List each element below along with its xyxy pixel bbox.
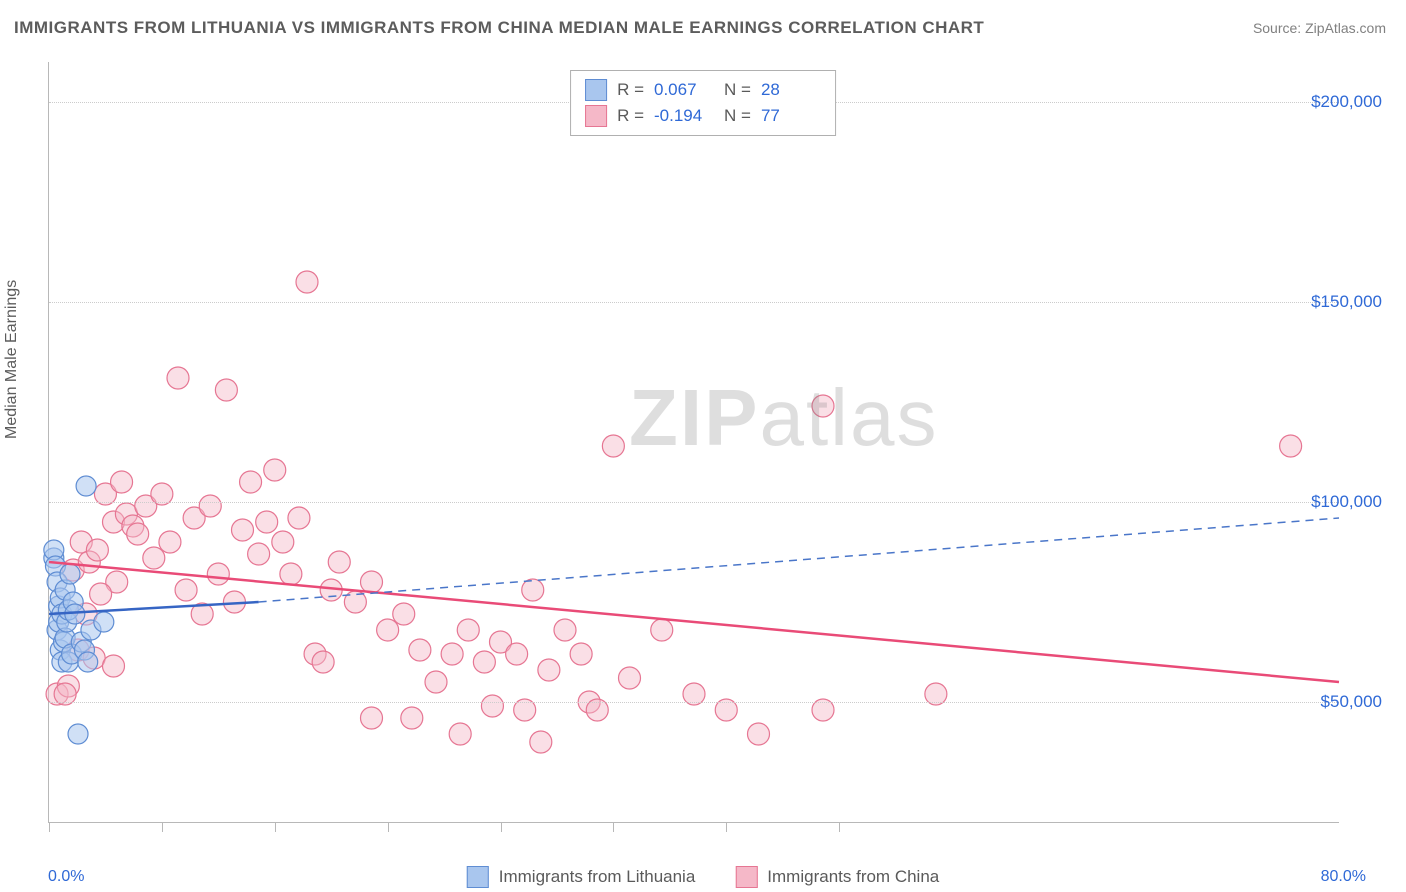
series-legend: Immigrants from Lithuania Immigrants fro…	[467, 866, 939, 888]
y-tick-label: $100,000	[1311, 492, 1382, 512]
n-value-pink: 77	[761, 106, 821, 126]
n-value-blue: 28	[761, 80, 821, 100]
legend-label-pink: Immigrants from China	[767, 867, 939, 887]
swatch-pink	[585, 105, 607, 127]
y-tick-label: $200,000	[1311, 92, 1382, 112]
x-min-label: 0.0%	[48, 868, 84, 886]
r-value-blue: 0.067	[654, 80, 714, 100]
source-label: Source: ZipAtlas.com	[1253, 20, 1386, 36]
n-label: N =	[724, 80, 751, 100]
swatch-blue	[467, 866, 489, 888]
plot-area: ZIPatlas	[48, 62, 1339, 823]
r-label: R =	[617, 80, 644, 100]
y-tick-label: $50,000	[1321, 692, 1382, 712]
swatch-blue	[585, 79, 607, 101]
legend-label-blue: Immigrants from Lithuania	[499, 867, 696, 887]
legend-row-pink: R = -0.194 N = 77	[585, 103, 821, 129]
legend-item-pink: Immigrants from China	[735, 866, 939, 888]
legend-item-blue: Immigrants from Lithuania	[467, 866, 696, 888]
y-tick-label: $150,000	[1311, 292, 1382, 312]
n-label: N =	[724, 106, 751, 126]
legend-row-blue: R = 0.067 N = 28	[585, 77, 821, 103]
y-axis-label: Median Male Earnings	[3, 280, 21, 439]
r-value-pink: -0.194	[654, 106, 714, 126]
chart-svg	[49, 62, 1339, 822]
x-max-label: 80.0%	[1321, 868, 1366, 886]
correlation-legend: R = 0.067 N = 28 R = -0.194 N = 77	[570, 70, 836, 136]
r-label: R =	[617, 106, 644, 126]
swatch-pink	[735, 866, 757, 888]
chart-title: IMMIGRANTS FROM LITHUANIA VS IMMIGRANTS …	[14, 18, 984, 38]
